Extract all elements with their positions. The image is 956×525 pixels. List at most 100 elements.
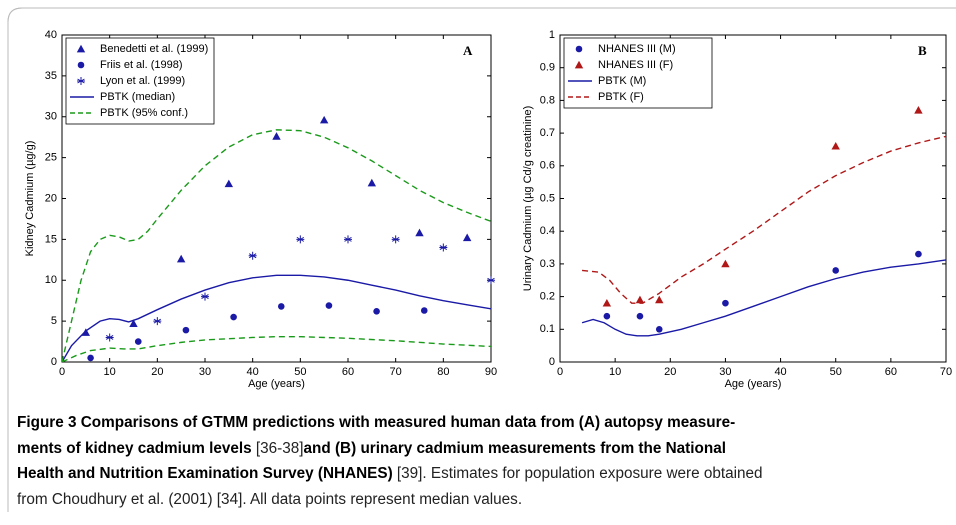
caption-text: ments of kidney cadmium levels [17, 439, 252, 457]
y-tick-label: 35 [45, 70, 57, 82]
y-tick-label: 0.7 [540, 127, 555, 139]
data-point [603, 312, 611, 320]
y-tick-label: 20 [45, 192, 57, 204]
legend-label: Lyon et al. (1999) [100, 75, 185, 87]
data-point [391, 235, 400, 244]
caption-text: [36-38] [251, 439, 304, 457]
data-point [325, 302, 333, 309]
x-tick-label: 40 [247, 366, 259, 378]
y-tick-label: 15 [45, 233, 57, 245]
data-point [415, 228, 424, 237]
data-line [581, 135, 946, 304]
data-point [129, 319, 138, 327]
y-tick-label: 10 [45, 274, 57, 286]
y-tick-label: 30 [45, 111, 57, 123]
y-tick-label: 0.1 [540, 323, 555, 335]
data-line [62, 335, 491, 362]
data-point [230, 313, 237, 321]
data-point [248, 251, 257, 260]
data-point [462, 233, 472, 242]
y-tick-label: 0.8 [540, 94, 555, 106]
x-tick-label: 60 [342, 366, 354, 378]
legend-box [65, 37, 215, 125]
y-tick-label: 0 [549, 356, 555, 368]
data-point [319, 115, 329, 124]
data-point [176, 254, 186, 263]
data-point [367, 178, 377, 187]
data-line [62, 129, 491, 362]
x-tick-label: 30 [199, 366, 211, 378]
data-point [487, 276, 495, 285]
x-tick-label: 30 [719, 366, 731, 378]
x-tick-label: 60 [885, 366, 897, 378]
y-axis-label: Kidney Cadmium (µg/g) [24, 141, 36, 257]
caption-line: Figure 3 Comparisons of GTMM predictions… [17, 410, 947, 436]
y-tick-label: 25 [45, 152, 57, 164]
y-tick-label: 0.2 [540, 291, 555, 303]
x-tick-label: 20 [664, 366, 676, 378]
legend-marker [77, 77, 85, 85]
data-point [722, 299, 729, 307]
x-tick-label: 20 [151, 366, 163, 378]
caption-line: ments of kidney cadmium levels [36-38]an… [17, 436, 947, 462]
data-point [832, 267, 840, 274]
data-point [439, 243, 448, 252]
data-point [134, 338, 142, 345]
legend-label: PBTK (median) [100, 91, 175, 103]
legend-marker [76, 44, 86, 53]
data-point [721, 259, 730, 268]
caption: Figure 3 Comparisons of GTMM predictions… [17, 410, 947, 512]
x-tick-label: 70 [940, 366, 952, 378]
data-point [636, 312, 644, 320]
data-point [277, 303, 285, 310]
y-tick-label: 0.4 [540, 225, 555, 237]
data-point [373, 308, 380, 315]
panel-label: A [463, 43, 473, 58]
x-tick-label: 50 [294, 366, 306, 378]
data-point [655, 326, 663, 333]
data-point [655, 295, 664, 304]
data-point [272, 132, 281, 140]
data-point [201, 292, 209, 301]
data-point [224, 179, 234, 188]
data-point [105, 333, 114, 342]
legend-label: Benedetti et al. (1999) [100, 43, 208, 55]
x-axis-label: Age (years) [248, 378, 305, 390]
x-tick-label: 90 [485, 366, 497, 378]
x-tick-label: 0 [557, 366, 563, 378]
y-tick-label: 0.3 [540, 258, 555, 270]
legend-marker [77, 61, 85, 69]
data-point [153, 317, 162, 326]
data-point [87, 354, 94, 362]
legend-label: PBTK (95% conf.) [100, 107, 188, 119]
data-line [581, 259, 946, 337]
y-tick-label: 0.9 [540, 62, 555, 74]
legend-label: Friis et al. (1998) [100, 59, 183, 71]
data-point [831, 141, 840, 150]
y-tick-label: 0.5 [540, 192, 555, 204]
data-point [602, 298, 612, 307]
y-tick-label: 5 [51, 315, 57, 327]
caption-text: and (B) urinary cadmium measurements fro… [303, 439, 726, 457]
data-point [344, 235, 352, 244]
legend-label: PBTK (F) [598, 91, 644, 103]
legend-marker [574, 60, 584, 69]
x-tick-label: 0 [59, 366, 65, 378]
data-point [182, 326, 190, 334]
data-point [635, 295, 645, 304]
caption-text: Figure 3 Comparisons of GTMM predictions… [17, 414, 736, 431]
legend-label: NHANES III (F) [598, 59, 673, 71]
legend-box [563, 37, 713, 109]
data-point [296, 235, 305, 244]
caption-text: Health and Nutrition Examination Survey … [17, 465, 393, 482]
x-tick-label: 10 [609, 366, 621, 378]
legend-label: NHANES III (M) [598, 43, 676, 55]
x-tick-label: 50 [830, 366, 842, 378]
y-tick-label: 0 [51, 356, 57, 368]
caption-line: Health and Nutrition Examination Survey … [17, 461, 947, 487]
x-tick-label: 40 [774, 366, 786, 378]
y-tick-label: 40 [45, 29, 57, 41]
x-tick-label: 10 [104, 366, 116, 378]
y-axis-label: Urinary Cadmium (µg Cd/g creatinine) [522, 106, 534, 291]
data-point [420, 307, 428, 314]
